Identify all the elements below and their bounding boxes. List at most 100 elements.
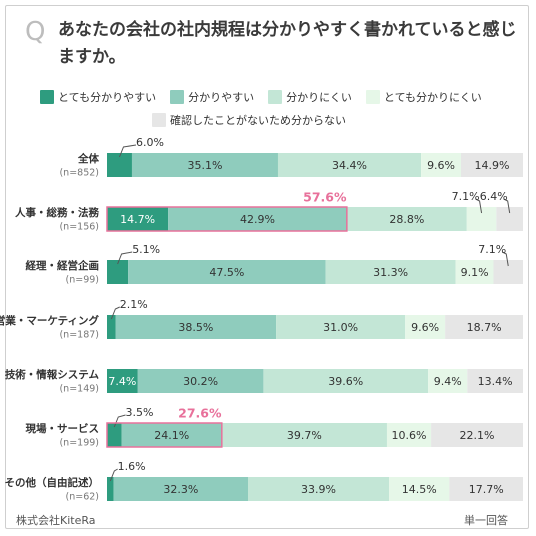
data-label-very-easy-external: 1.6% <box>118 460 146 473</box>
category-label: その他（自由記述） <box>5 476 100 489</box>
bar-segment-very-easy <box>107 369 138 393</box>
legend-swatch-unknown <box>152 113 166 127</box>
category-label: 現場・サービス <box>26 422 100 435</box>
highlight-box <box>106 422 223 448</box>
legend: とても分かりやすい 分かりやすい 分かりにくい とても分かりにくい 確認したこと… <box>40 87 500 130</box>
bar-segment-very-easy <box>107 260 129 284</box>
data-label-very-easy-external: 2.1% <box>120 298 148 311</box>
data-label-unknown: 13.4% <box>478 375 513 388</box>
bar-segment-unknown <box>449 477 523 501</box>
legend-label-hard: 分かりにくい <box>286 91 352 104</box>
data-label-unknown: 22.1% <box>460 429 495 442</box>
bar-segment-hard <box>221 423 387 447</box>
bar-segment-very-easy <box>107 423 122 447</box>
chart-title: あなたの会社の社内規程は分かりやすく書かれていると感じますか。 <box>58 20 517 67</box>
bar-segment-unknown <box>461 153 523 177</box>
data-label-easy: 30.2% <box>183 375 218 388</box>
bar-segment-hard <box>276 315 406 339</box>
data-label-easy: 24.1% <box>154 429 189 442</box>
legend-row-2: 確認したことがないため分からない <box>40 110 500 130</box>
legend-swatch-easy <box>170 90 185 104</box>
category-label: 技術・情報システム <box>5 368 100 381</box>
bar-segment-easy <box>168 207 347 231</box>
data-label-hard: 33.9% <box>301 483 336 496</box>
category-label: 営業・マーケティング <box>0 314 99 327</box>
category-n-label: (n=62) <box>66 492 99 503</box>
category-n-label: (n=852) <box>59 168 99 179</box>
category-label: 全体 <box>77 152 99 165</box>
bar-segment-unknown <box>445 315 523 339</box>
data-label-easy: 42.9% <box>240 213 275 226</box>
data-label-hard: 28.8% <box>389 213 424 226</box>
data-label-unknown-external: 7.1% <box>478 243 506 256</box>
data-label-hard: 39.7% <box>287 429 322 442</box>
legend-label-very-easy: とても分かりやすい <box>58 91 157 104</box>
data-label-very-easy: 14.7% <box>120 213 155 226</box>
leader-line <box>117 251 133 265</box>
data-label-easy: 47.5% <box>209 266 244 279</box>
bar-segment-hard <box>346 207 467 231</box>
legend-label-easy: 分かりやすい <box>188 91 255 104</box>
legend-label-very-hard: とても分かりにくい <box>383 91 482 104</box>
bar-segment-very-easy <box>107 207 169 231</box>
category-n-label: (n=149) <box>59 384 99 395</box>
bar-segment-easy <box>115 315 277 339</box>
bar-segment-easy <box>131 153 278 177</box>
category-label: 人事・総務・法務 <box>15 206 99 219</box>
legend-item-easy: 分かりやすい <box>170 89 254 105</box>
data-label-very-easy-external: 5.1% <box>132 243 160 256</box>
category-label: 経理・経営企画 <box>26 259 100 272</box>
data-label-very-hard: 9.4% <box>434 375 462 388</box>
data-label-unknown: 14.9% <box>475 159 510 172</box>
category-n-label: (n=156) <box>59 222 99 233</box>
legend-label-unknown: 確認したことがないため分からない <box>170 114 346 127</box>
data-label-easy: 38.5% <box>178 321 213 334</box>
leader-line <box>475 198 483 214</box>
leader-line <box>502 251 509 267</box>
highlight-total-label: 57.6% <box>303 190 347 205</box>
bar-segment-very-hard <box>389 477 450 501</box>
data-label-very-hard: 9.6% <box>427 159 455 172</box>
data-label-unknown: 18.7% <box>467 321 502 334</box>
bar-segment-unknown <box>431 423 523 447</box>
data-label-very-easy: 7.4% <box>108 375 136 388</box>
data-label-very-hard: 9.1% <box>461 266 489 279</box>
bar-segment-easy <box>121 423 222 447</box>
data-label-unknown: 17.7% <box>469 483 504 496</box>
bar-segment-hard <box>263 369 429 393</box>
leader-line <box>110 306 120 320</box>
bar-segment-very-hard <box>428 369 468 393</box>
data-label-hard: 31.3% <box>373 266 408 279</box>
leader-line <box>119 144 137 158</box>
brand-label: 株式会社KiteRa <box>16 514 96 527</box>
data-label-very-hard-external: 7.1% <box>452 190 480 203</box>
data-label-very-hard: 14.5% <box>402 483 437 496</box>
bar-segment-hard <box>277 153 422 177</box>
data-label-very-easy-external: 3.5% <box>126 406 154 419</box>
category-n-label: (n=199) <box>59 438 99 449</box>
answer-type-label: 単一回答 <box>464 514 508 527</box>
highlight-box <box>106 206 348 232</box>
leader-line <box>109 468 118 482</box>
data-label-very-hard: 10.6% <box>392 429 427 442</box>
data-label-hard: 34.4% <box>332 159 367 172</box>
bar-segment-very-easy <box>107 153 132 177</box>
bar-segment-very-hard <box>455 260 494 284</box>
data-label-unknown-external: 6.4% <box>480 190 508 203</box>
bar-segment-very-hard <box>405 315 446 339</box>
question-icon: Q <box>25 17 46 47</box>
legend-item-very-hard: とても分かりにくい <box>365 89 482 105</box>
data-label-very-easy-external: 6.0% <box>136 136 164 149</box>
highlight-total-label: 27.6% <box>178 406 222 421</box>
bar-segment-unknown <box>467 369 523 393</box>
bar-segment-very-hard <box>421 153 462 177</box>
data-label-hard: 39.6% <box>328 375 363 388</box>
bar-segment-easy <box>113 477 249 501</box>
legend-row-1: とても分かりやすい 分かりやすい 分かりにくい とても分かりにくい <box>40 87 500 107</box>
legend-swatch-very-hard <box>365 90 380 104</box>
data-label-easy: 35.1% <box>187 159 222 172</box>
bar-segment-hard <box>325 260 456 284</box>
legend-item-very-easy: とても分かりやすい <box>40 89 156 105</box>
legend-item-unknown: 確認したことがないため分からない <box>152 112 346 128</box>
